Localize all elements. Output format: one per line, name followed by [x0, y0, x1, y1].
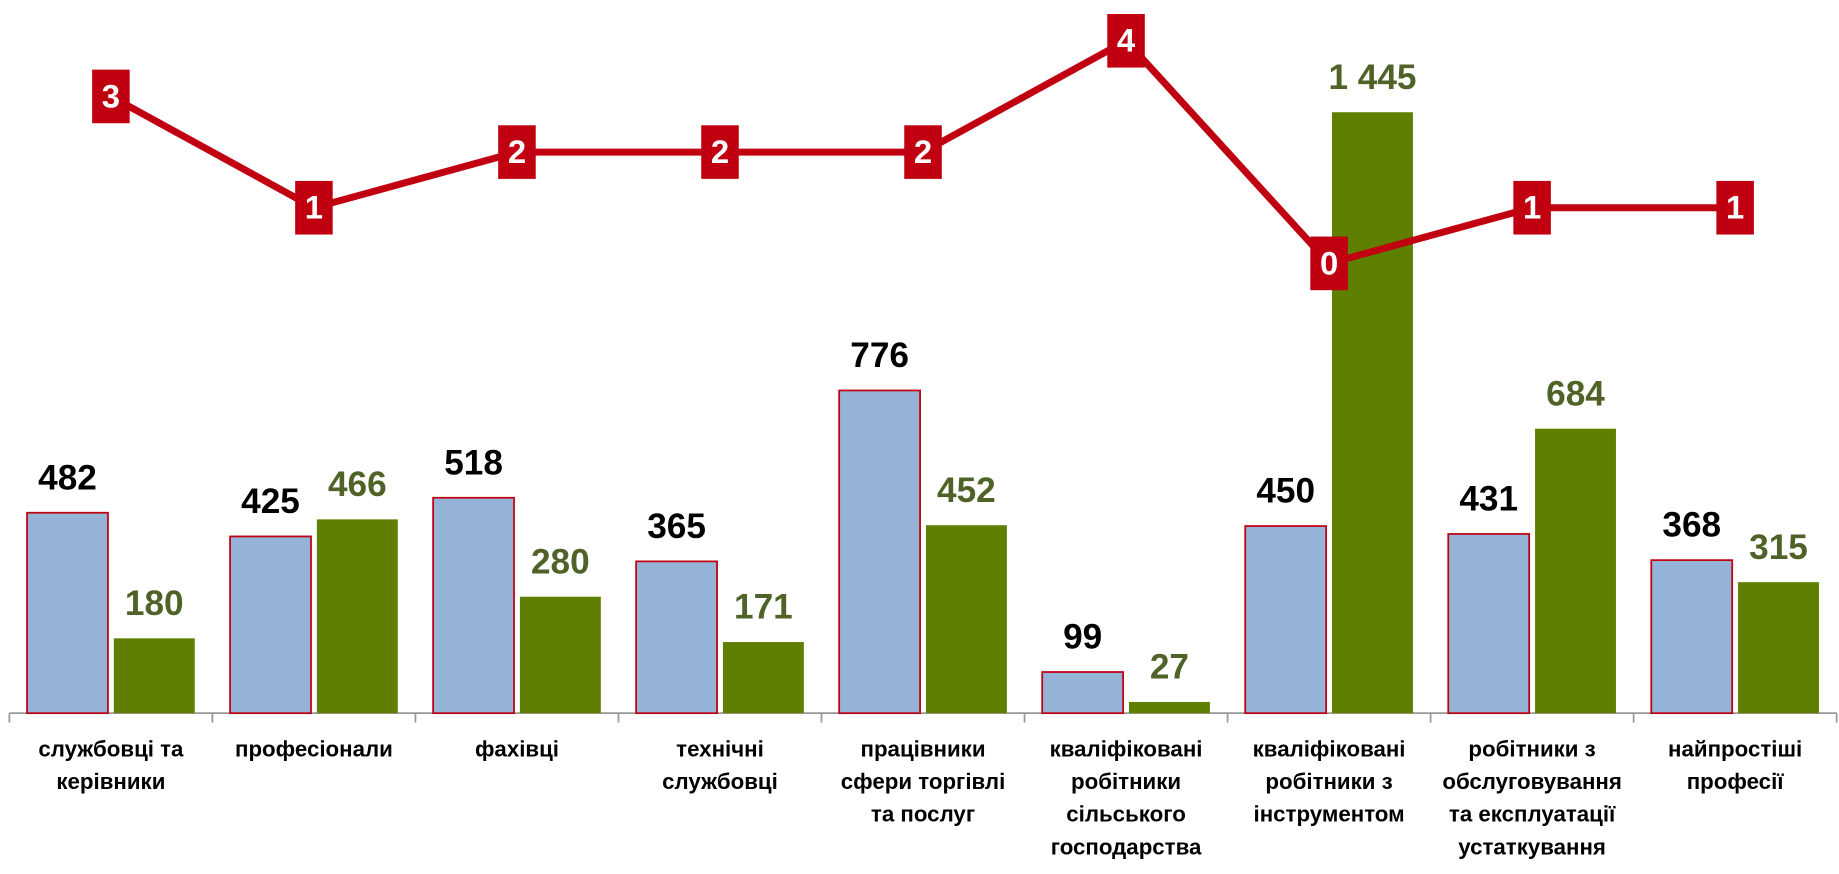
x-tick-label: працівники сфери торгівлі та послуг: [841, 736, 1005, 826]
data-label: 1 445: [1328, 58, 1416, 97]
data-label: 4: [1117, 22, 1136, 59]
x-tick-label: технічні службовці: [662, 736, 778, 794]
bar: [635, 560, 718, 715]
line-marker: [295, 180, 333, 235]
bar: [722, 642, 804, 714]
bar: [1128, 701, 1210, 714]
bar: [519, 596, 601, 714]
data-label: 431: [1459, 480, 1518, 519]
x-tick-label: фахівці: [475, 736, 559, 761]
line-marker: [1716, 180, 1754, 235]
x-tick-label: кваліфіковані робітники сільського господар…: [1050, 736, 1203, 859]
data-label: 2: [914, 133, 932, 170]
data-label: 171: [734, 588, 793, 627]
line-marker: [1107, 13, 1145, 68]
bar: [1041, 671, 1124, 715]
bar: [1650, 559, 1734, 715]
data-label: 425: [241, 482, 300, 521]
bar: [229, 535, 312, 715]
bar: [1535, 428, 1616, 714]
x-tick-label: робітники з обслуговування та експлуатації…: [1442, 736, 1622, 859]
data-label: 99: [1063, 618, 1102, 657]
bar: [432, 496, 515, 715]
data-label: 466: [328, 465, 387, 504]
data-label: 315: [1749, 528, 1808, 567]
x-tick-label: службовці та керівники: [38, 736, 184, 794]
bar: [1244, 525, 1328, 715]
data-label: 1: [1523, 189, 1541, 226]
bar: [838, 389, 921, 715]
bar: [316, 519, 398, 714]
line-marker: [701, 125, 739, 179]
line-marker: [1513, 180, 1551, 235]
data-label: 482: [38, 458, 97, 497]
data-label: 365: [647, 507, 706, 546]
data-label: 280: [531, 542, 590, 581]
bar: [26, 511, 109, 715]
bar: [925, 525, 1007, 714]
line-marker: [92, 69, 130, 124]
data-label: 684: [1546, 374, 1605, 413]
data-label: 1: [1726, 189, 1744, 226]
data-label: 452: [937, 471, 996, 510]
data-label: 450: [1256, 472, 1315, 511]
bar: [113, 638, 195, 714]
data-label: 0: [1320, 244, 1338, 281]
data-label: 180: [125, 584, 184, 623]
data-label: 368: [1662, 506, 1721, 545]
bar: [1738, 582, 1819, 714]
data-label: 3: [102, 77, 120, 114]
data-label: 2: [508, 133, 526, 170]
x-tick-label: найпростіші професії: [1668, 736, 1802, 794]
bar: [1332, 112, 1413, 714]
data-label: 27: [1150, 648, 1189, 687]
bar: [1447, 533, 1531, 715]
data-label: 1: [305, 189, 323, 226]
line-marker: [498, 125, 536, 179]
x-tick-label: професіонали: [235, 736, 393, 761]
data-label: 2: [711, 133, 729, 170]
data-label: 776: [850, 336, 909, 375]
x-tick-label: кваліфіковані робітники з інструментом: [1253, 736, 1406, 826]
line-marker: [1310, 236, 1348, 291]
line-marker: [904, 125, 942, 179]
data-label: 518: [444, 443, 503, 482]
